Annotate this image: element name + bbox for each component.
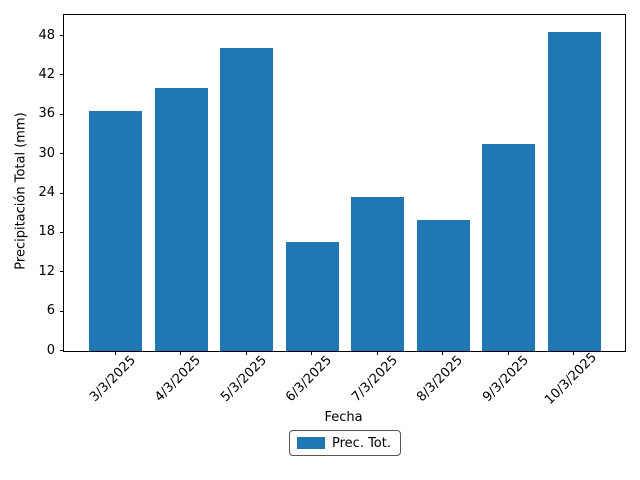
y-tick-mark xyxy=(60,192,64,194)
bar-7/3/2025 xyxy=(351,197,404,351)
y-tick-mark xyxy=(60,310,64,312)
bar-10/3/2025 xyxy=(547,32,601,351)
y-tick-label: 30 xyxy=(38,145,55,161)
y-tick-label: 48 xyxy=(38,27,55,43)
y-tick-label: 36 xyxy=(38,106,55,122)
x-tick-label: 9/3/2025 xyxy=(479,353,532,405)
x-tick-label: 5/3/2025 xyxy=(217,353,270,405)
legend: Prec. Tot. xyxy=(289,430,401,456)
y-tick-label: 42 xyxy=(38,66,55,82)
y-tick-label: 18 xyxy=(38,224,55,240)
bar-4/3/2025 xyxy=(154,88,208,351)
y-tick-label: 24 xyxy=(38,185,55,200)
bar-6/3/2025 xyxy=(285,242,339,351)
x-tick-label: 7/3/2025 xyxy=(348,353,401,405)
y-tick-mark xyxy=(60,271,64,273)
y-axis-label: Precipitación Total (mm) xyxy=(13,112,29,270)
legend-series-label: Prec. Tot. xyxy=(332,435,391,451)
y-tick-label: 0 xyxy=(46,342,55,358)
y-tick-label: 12 xyxy=(38,263,55,279)
x-tick-label: 8/3/2025 xyxy=(414,353,466,405)
y-tick-mark xyxy=(60,113,64,115)
x-tick-mark xyxy=(376,351,378,355)
y-tick-mark xyxy=(60,231,64,233)
bar-3/3/2025 xyxy=(89,111,142,351)
x-tick-label: 10/3/2025 xyxy=(542,350,600,408)
x-tick-mark xyxy=(507,351,509,355)
x-tick-label: 4/3/2025 xyxy=(152,353,204,405)
x-tick-mark xyxy=(311,351,312,355)
x-axis-label: Fecha xyxy=(324,410,363,425)
x-tick-mark xyxy=(442,351,443,355)
x-tick-mark xyxy=(114,351,116,355)
y-tick-mark xyxy=(60,74,64,76)
legend-color-swatch xyxy=(297,437,325,449)
y-tick-mark xyxy=(60,35,64,36)
y-tick-label: 6 xyxy=(46,303,55,319)
plot-area xyxy=(63,14,626,352)
x-tick-label: 3/3/2025 xyxy=(86,353,139,405)
x-tick-mark xyxy=(180,351,181,355)
x-tick-mark xyxy=(573,351,574,355)
bar-5/3/2025 xyxy=(220,48,273,351)
y-tick-mark xyxy=(60,350,64,351)
bar-8/3/2025 xyxy=(416,220,470,351)
x-tick-mark xyxy=(245,351,247,355)
bar-9/3/2025 xyxy=(482,144,535,351)
x-tick-label: 6/3/2025 xyxy=(283,353,335,405)
y-tick-mark xyxy=(60,153,64,155)
